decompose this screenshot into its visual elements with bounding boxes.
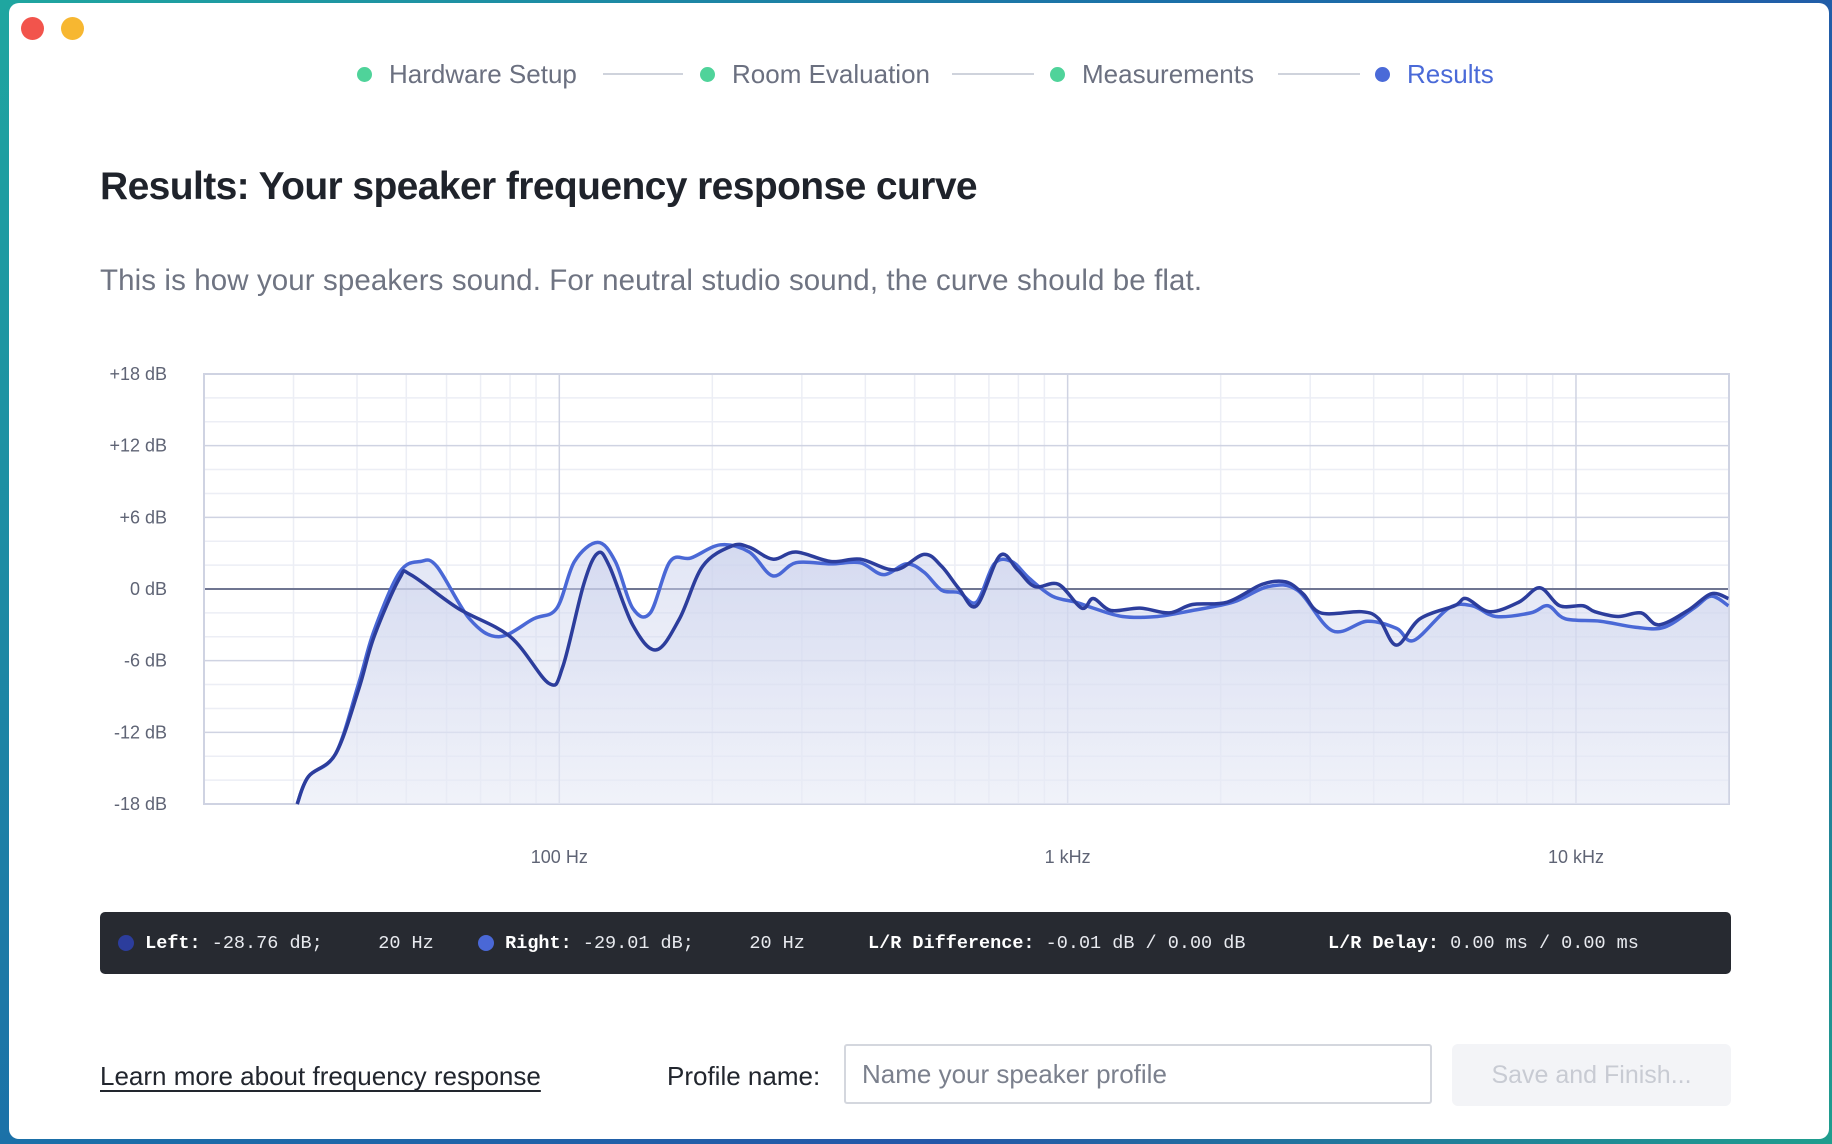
difference-value: -0.01 dB / 0.00 dB bbox=[1034, 932, 1246, 954]
step-connector bbox=[1278, 73, 1360, 75]
step-done-icon bbox=[357, 66, 372, 82]
step-results[interactable]: Results bbox=[1375, 56, 1494, 92]
difference-readout: L/R Difference: -0.01 dB / 0.00 dB bbox=[868, 912, 1245, 974]
delay-label: L/R Delay: bbox=[1328, 932, 1440, 954]
left-value: -28.76 dB; 20 Hz bbox=[200, 932, 434, 954]
step-connector bbox=[603, 73, 683, 75]
close-window-button[interactable] bbox=[21, 17, 44, 40]
step-label: Measurements bbox=[1082, 58, 1254, 89]
right-readout: Right: -29.01 dB; 20 Hz bbox=[478, 912, 805, 974]
learn-more-link[interactable]: Learn more about frequency response bbox=[100, 1061, 541, 1091]
frequency-response-chart: +18 dB +12 dB +6 dB 0 dB -6 dB -12 dB -18 dB 10… bbox=[109, 364, 1730, 867]
step-label: Results bbox=[1407, 58, 1494, 89]
series-line-left bbox=[295, 542, 1730, 805]
y-tick-label: -12 dB bbox=[114, 722, 167, 742]
step-label: Hardware Setup bbox=[389, 58, 577, 89]
difference-label: L/R Difference: bbox=[868, 932, 1035, 954]
series-fill-right bbox=[297, 542, 1729, 804]
right-channel-dot-icon bbox=[478, 935, 494, 951]
step-done-icon bbox=[700, 66, 715, 82]
page-title: Results: Your speaker frequency response… bbox=[100, 165, 978, 208]
y-tick-label: +18 dB bbox=[109, 364, 167, 384]
step-hardware-setup[interactable]: Hardware Setup bbox=[357, 56, 577, 92]
x-tick-label: 1 kHz bbox=[1045, 847, 1091, 867]
profile-name-label: Profile name: bbox=[667, 1061, 821, 1091]
page-subtitle: This is how your speakers sound. For neu… bbox=[100, 264, 1203, 297]
step-connector bbox=[952, 73, 1034, 75]
y-tick-label: +6 dB bbox=[119, 507, 167, 527]
y-tick-label: 0 dB bbox=[130, 579, 167, 599]
app-window: Hardware Setup Room Evaluation Measureme… bbox=[9, 3, 1829, 1139]
step-measurements[interactable]: Measurements bbox=[1050, 56, 1254, 92]
step-room-evaluation[interactable]: Room Evaluation bbox=[700, 56, 930, 92]
y-tick-label: +12 dB bbox=[109, 436, 167, 456]
delay-readout: L/R Delay: 0.00 ms / 0.00 ms bbox=[1328, 912, 1639, 974]
right-value: -29.01 dB; 20 Hz bbox=[571, 932, 805, 954]
save-and-finish-button[interactable]: Save and Finish... bbox=[1452, 1044, 1731, 1106]
step-active-icon bbox=[1375, 66, 1390, 82]
delay-value: 0.00 ms / 0.00 ms bbox=[1439, 932, 1639, 954]
x-tick-label: 100 Hz bbox=[531, 847, 588, 867]
left-readout: Left: -28.76 dB; 20 Hz bbox=[118, 912, 434, 974]
readout-bar: Left: -28.76 dB; 20 Hz Right: -29.01 dB;… bbox=[100, 912, 1731, 974]
step-label: Room Evaluation bbox=[732, 58, 930, 89]
left-channel-dot-icon bbox=[118, 935, 134, 951]
minimize-window-button[interactable] bbox=[61, 17, 84, 40]
left-label: Left: bbox=[145, 932, 201, 954]
y-tick-label: -6 dB bbox=[124, 651, 167, 671]
profile-name-input[interactable] bbox=[844, 1044, 1432, 1104]
right-label: Right: bbox=[505, 932, 572, 954]
x-tick-label: 10 kHz bbox=[1548, 847, 1604, 867]
y-tick-label: -18 dB bbox=[114, 794, 167, 814]
step-done-icon bbox=[1050, 66, 1065, 82]
